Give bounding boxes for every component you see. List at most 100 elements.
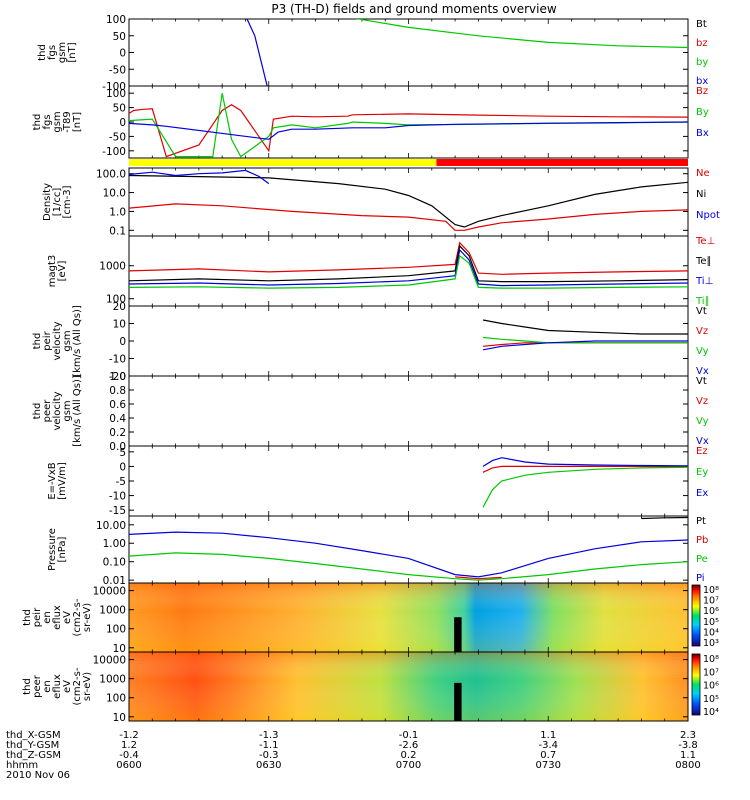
colorbar xyxy=(691,653,701,716)
y-tick-label: 50 xyxy=(113,31,126,43)
series-group xyxy=(246,19,688,86)
colorbar-tick-label: 10³ xyxy=(703,638,719,649)
y-axis-label: velocity xyxy=(52,321,63,360)
legend-entry: Ti∥ xyxy=(695,296,710,307)
legend-entry: Pb xyxy=(696,535,708,546)
x-table-value: -2.6 xyxy=(399,740,419,751)
y-tick-label: 1.0 xyxy=(109,371,126,383)
x-row-label: thd_Z-GSM xyxy=(6,750,61,761)
series-line-fgs-bx xyxy=(246,19,268,86)
y-tick-label: 1000 xyxy=(99,605,126,617)
panel-frame xyxy=(128,375,689,447)
y-axis-label: peir xyxy=(42,330,53,350)
y-tick-label: -15 xyxy=(109,505,126,517)
x-table-value: 0730 xyxy=(536,760,561,771)
y-axis-label: peer xyxy=(32,674,43,698)
series-line-fgs_t89-Bz xyxy=(129,103,688,158)
panel-peer_spec: 10⁸ 10⁷ 10⁶ 10⁵ 10⁴ 10000 1000 100 10 thd peer en ef… xyxy=(22,651,719,724)
y-axis-label: peer xyxy=(42,399,53,423)
y-axis-label: fgs xyxy=(42,114,53,129)
series-line-temperature-Te⊥ xyxy=(129,241,688,275)
x-table-value: -3.4 xyxy=(538,740,558,751)
y-tick-label: 10.00 xyxy=(96,520,126,532)
y-axis-label: [mV/m] xyxy=(57,462,68,500)
y-axis-label: en xyxy=(42,680,53,693)
y-tick-label: 10 xyxy=(113,643,126,655)
y-tick-label: 100 xyxy=(106,294,126,306)
legend-entry: By xyxy=(696,107,709,118)
series-group xyxy=(129,93,688,158)
colorbar-tick-label: 10⁶ xyxy=(703,681,719,692)
figure-title: P3 (TH-D) fields and ground moments over… xyxy=(271,2,556,16)
spectrogram-shading xyxy=(129,652,688,721)
legend-entry: Ex xyxy=(696,488,708,499)
series-line-pressure-Pt xyxy=(641,516,688,520)
y-tick-label: 1000 xyxy=(99,674,126,686)
x-row-label: thd_Y-GSM xyxy=(6,740,59,751)
y-axis-label: [km/s (All Qs)] xyxy=(72,375,83,447)
panel-frame xyxy=(128,515,689,584)
data-gap xyxy=(454,617,462,652)
colorbar-tick-label: 10⁵ xyxy=(703,617,719,628)
y-axis-label: peir xyxy=(32,607,43,627)
y-axis-label: velocity xyxy=(52,391,63,430)
panel-frame xyxy=(128,85,689,159)
series-line-temperature-Te∥ xyxy=(129,244,688,283)
x-table-value: -3.8 xyxy=(678,740,698,751)
y-axis-label: thd xyxy=(32,403,43,420)
series-group xyxy=(129,169,688,231)
y-axis-label: thd xyxy=(22,609,33,626)
y-axis-label: [nPa] xyxy=(57,536,68,562)
x-table-value: 0800 xyxy=(675,760,700,771)
y-tick-label: 100 xyxy=(106,693,126,705)
y-tick-label: 0.01 xyxy=(103,575,126,587)
status-segment-0 xyxy=(129,159,437,166)
series-line-temperature-Ti∥ xyxy=(129,254,688,289)
x-table-value: 0.7 xyxy=(540,750,556,761)
y-axis-label: gsm xyxy=(52,111,63,132)
y-tick-label: 5 xyxy=(119,447,126,459)
panel-frame xyxy=(128,18,689,87)
series-line-peir_velocity-Vy xyxy=(482,336,688,344)
y-axis-label: [1/cc] xyxy=(52,188,63,217)
legend-entry: Te⊥ xyxy=(695,236,715,247)
y-axis-label: -T89 xyxy=(62,111,73,133)
y-axis-label: eflux xyxy=(52,605,63,630)
y-tick-label: 10 xyxy=(113,712,126,724)
series-line-efield-Ex xyxy=(482,457,688,467)
colorbar-tick-label: 10⁸ xyxy=(703,585,719,596)
legend-entry: by xyxy=(696,57,708,68)
spectrogram-peer_spec xyxy=(129,652,688,721)
y-tick-label: 100 xyxy=(106,88,126,100)
panel-fgs_t89: 100 50 0 -50 -100 thd fgs gsm -T89 [nT] Bz By Bx xyxy=(32,85,709,159)
y-tick-label: 0.8 xyxy=(109,385,126,397)
x-row-label: 2010 Nov 06 xyxy=(6,770,70,781)
x-table-value: 1.1 xyxy=(680,750,696,761)
legend-entry: Bt xyxy=(696,19,707,30)
series-line-density-Ni xyxy=(129,174,688,228)
y-tick-label: -50 xyxy=(109,64,126,76)
colorbar-tick-label: 10⁷ xyxy=(703,596,719,607)
y-axis-label: [nT] xyxy=(67,42,78,62)
legend-entry: Pi xyxy=(696,573,705,584)
y-tick-label: -20 xyxy=(109,371,126,383)
y-axis-label: (cm2-s- xyxy=(72,598,83,636)
legend-entry: Ti⊥ xyxy=(695,276,713,287)
series-group xyxy=(482,319,688,351)
y-tick-label: 1000 xyxy=(99,261,126,273)
legend-entry: Bz xyxy=(696,86,708,97)
y-tick-label: 100 xyxy=(106,14,126,26)
y-tick-label: 0 xyxy=(119,336,126,348)
legend-entry: Npot xyxy=(696,210,720,221)
y-tick-label: -100 xyxy=(102,146,126,158)
y-axis-label: gsm xyxy=(62,400,73,421)
series-group xyxy=(129,241,688,289)
series-line-pressure-Pb xyxy=(455,576,502,580)
panel-density: 100.0 10.0 1.0 0.1 Density [1/cc] [cm-3] Ne Ni Np… xyxy=(42,167,720,237)
y-tick-label: 0.0 xyxy=(109,441,126,453)
series-line-density-Npot xyxy=(129,169,270,185)
legend-entry: Ey xyxy=(696,467,708,478)
y-tick-label: 0 xyxy=(119,48,126,60)
y-axis-label: E=-VxB xyxy=(47,462,58,499)
